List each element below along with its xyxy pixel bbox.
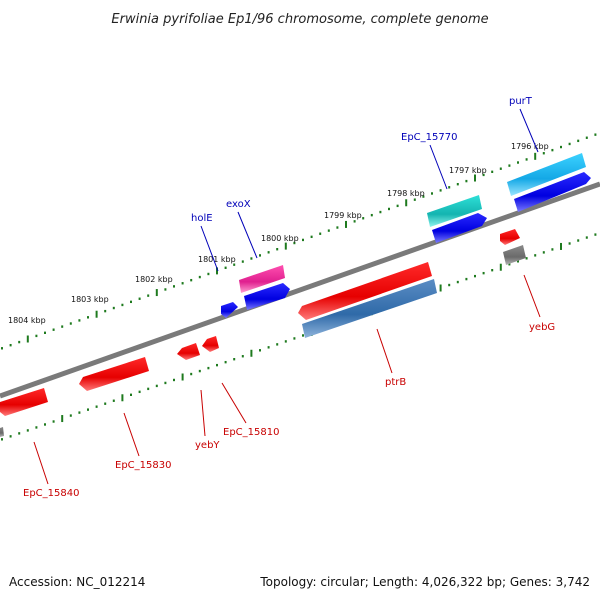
gene-label-exoX: exoX [226,199,251,210]
genome-summary-text: Topology: circular; Length: 4,026,322 bp… [259,575,590,589]
gene-label-yebG: yebG [529,322,555,333]
chromosome-backbone [0,181,600,399]
gene-feature-ptrB[interactable] [298,262,432,320]
gene-label-ptrB: ptrB [385,377,406,388]
gene-feature-exoX[interactable] [244,283,290,310]
map-title: Erwinia pyrifoliae Ep1/96 chromosome, co… [111,12,488,27]
gene-feature-EpC_15830[interactable] [79,357,149,391]
gene-feature-yebY[interactable] [177,343,200,360]
gene-label-EpC_15830: EpC_15830 [115,460,171,471]
gene-label-purT: purT [509,96,533,107]
accession-text: Accession: NC_012214 [9,575,145,589]
gene-feature-exoX-pink[interactable] [239,265,285,293]
gene-feature-yebG-gray[interactable] [503,245,526,265]
leader-line-EpC_15770 [429,144,448,190]
leader-line-purT [519,108,539,153]
gene-label-holE: holE [191,213,213,224]
gene-feature-purT[interactable] [514,172,591,212]
leader-line-yebG [523,274,541,318]
scale-label-1800: 1800 kbp [261,234,299,243]
leader-line-holE [200,225,219,272]
leader-line-yebY [200,389,206,437]
leader-line-EpC_15840 [33,441,49,485]
leader-line-exoX [237,211,258,259]
gene-feature-EpC_15770[interactable] [432,213,487,243]
leader-line-EpC_15810 [221,382,247,424]
leader-line-EpC_15830 [123,412,140,457]
gene-feature-purT-cyan[interactable] [507,153,586,196]
scale-label-1797: 1797 kbp [449,166,487,175]
leader-line-ptrB [376,328,393,374]
forward-scale-track [1,133,597,350]
scale-label-1798: 1798 kbp [387,189,425,198]
gene-feature-holE[interactable] [221,302,238,318]
scale-label-1803: 1803 kbp [71,295,109,304]
scale-label-1801: 1801 kbp [198,255,236,264]
gene-feature-EpC_15840[interactable] [0,388,48,416]
scale-label-1804: 1804 kbp [8,316,46,325]
gene-feature-EpC_15810[interactable] [202,336,219,352]
gene-feature-EpC_15770-teal[interactable] [427,195,482,227]
scale-label-1802: 1802 kbp [135,275,173,284]
gene-label-EpC_15770: EpC_15770 [401,132,457,143]
scale-label-1799: 1799 kbp [324,211,362,220]
scale-label-1796: 1796 kbp [511,142,549,151]
gene-label-EpC_15810: EpC_15810 [223,427,279,438]
gene-label-EpC_15840: EpC_15840 [23,488,79,499]
gene-feature-ptrB-steel[interactable] [302,279,437,338]
gene-feature-yebG[interactable] [500,229,520,245]
gene-feature-edge-gray[interactable] [0,427,4,437]
gene-label-yebY: yebY [195,440,220,451]
